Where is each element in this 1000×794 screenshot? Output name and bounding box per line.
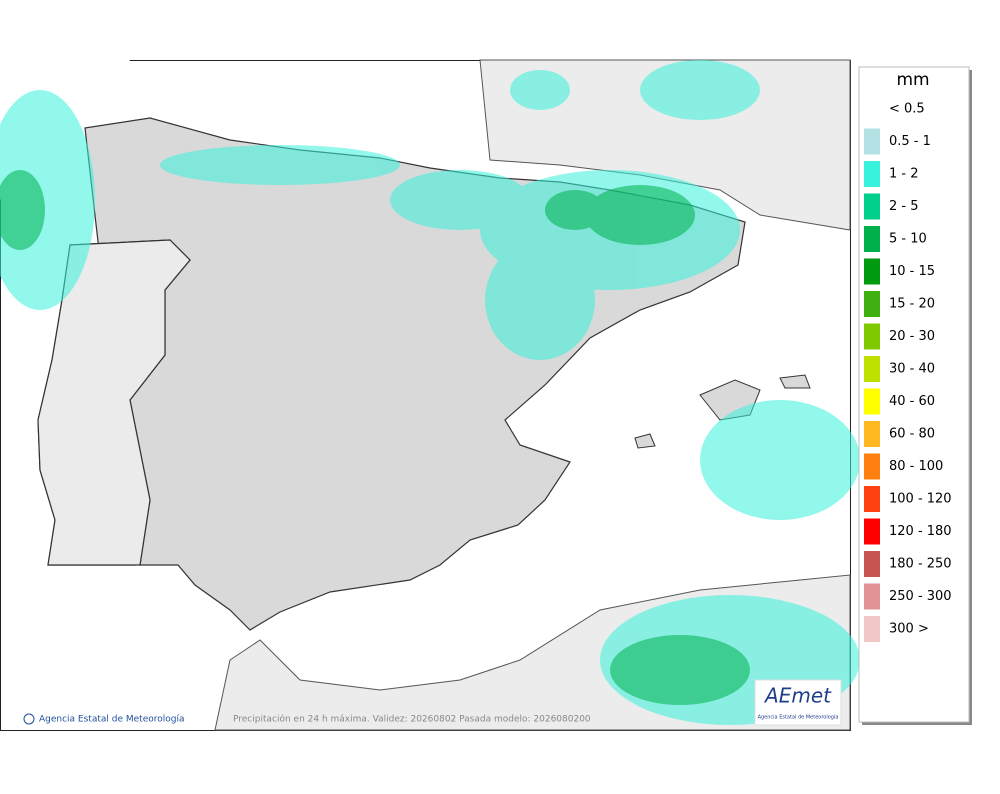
legend-label: 40 - 60 (889, 394, 935, 409)
legend-label: 300 > (889, 622, 929, 637)
legend-swatch (864, 356, 880, 382)
logo-mark: AEmet (763, 684, 832, 708)
legend-swatch (864, 583, 880, 610)
legend-label: 60 - 80 (889, 427, 935, 442)
credit-text: Agencia Estatal de Meteorología (39, 715, 185, 725)
legend-swatch (864, 258, 880, 285)
legend-label: 180 - 250 (889, 557, 952, 572)
legend-label: < 0.5 (889, 102, 925, 117)
legend-label: 2 - 5 (889, 199, 919, 214)
legend-swatch (864, 453, 880, 480)
legend-swatch (864, 616, 880, 642)
legend-swatch (864, 421, 880, 447)
legend-label: 5 - 10 (889, 232, 927, 247)
logo-subtitle: Agencia Estatal de Meteorología (758, 714, 839, 721)
legend-swatch (864, 551, 880, 577)
legend-swatch (864, 388, 880, 415)
legend-label: 250 - 300 (889, 589, 952, 604)
legend-swatch (864, 193, 880, 220)
logo-box (754, 679, 842, 726)
legend-swatch (864, 518, 880, 545)
legend-label: 120 - 180 (889, 524, 952, 539)
legend-label: 20 - 30 (889, 329, 935, 344)
legend-swatch (864, 161, 880, 187)
map (0, 59, 860, 731)
balearic-islands (634, 374, 811, 449)
legend-swatch (864, 486, 880, 512)
legend-swatch (864, 226, 880, 252)
logo: AEmet Agencia Estatal de Meteorología (754, 679, 842, 726)
legend-swatch (864, 128, 880, 155)
legend-label: 30 - 40 (889, 362, 935, 377)
legend: mm < 0.5 0.5 - 1 1 - 2 2 - 5 5 - 10 10 - 15 15… (858, 66, 972, 725)
legend-label: 80 - 100 (889, 459, 943, 474)
legend-swatch (864, 323, 880, 350)
legend-label: 100 - 120 (889, 492, 952, 507)
legend-label: 10 - 15 (889, 264, 935, 279)
portugal (37, 239, 191, 566)
legend-title: mm (896, 70, 929, 90)
caption: Precipitación en 24 h máxima. Validez: 2… (233, 714, 591, 725)
legend-label: 1 - 2 (889, 167, 919, 182)
legend-swatch (864, 96, 880, 122)
credit: Agencia Estatal de Meteorología (23, 713, 185, 725)
copyright-icon (23, 713, 35, 725)
france (479, 59, 851, 231)
precipitation-heavy (0, 170, 750, 705)
legend-label: 15 - 20 (889, 297, 935, 312)
legend-label: 0.5 - 1 (889, 134, 931, 149)
legend-swatch (864, 291, 880, 317)
